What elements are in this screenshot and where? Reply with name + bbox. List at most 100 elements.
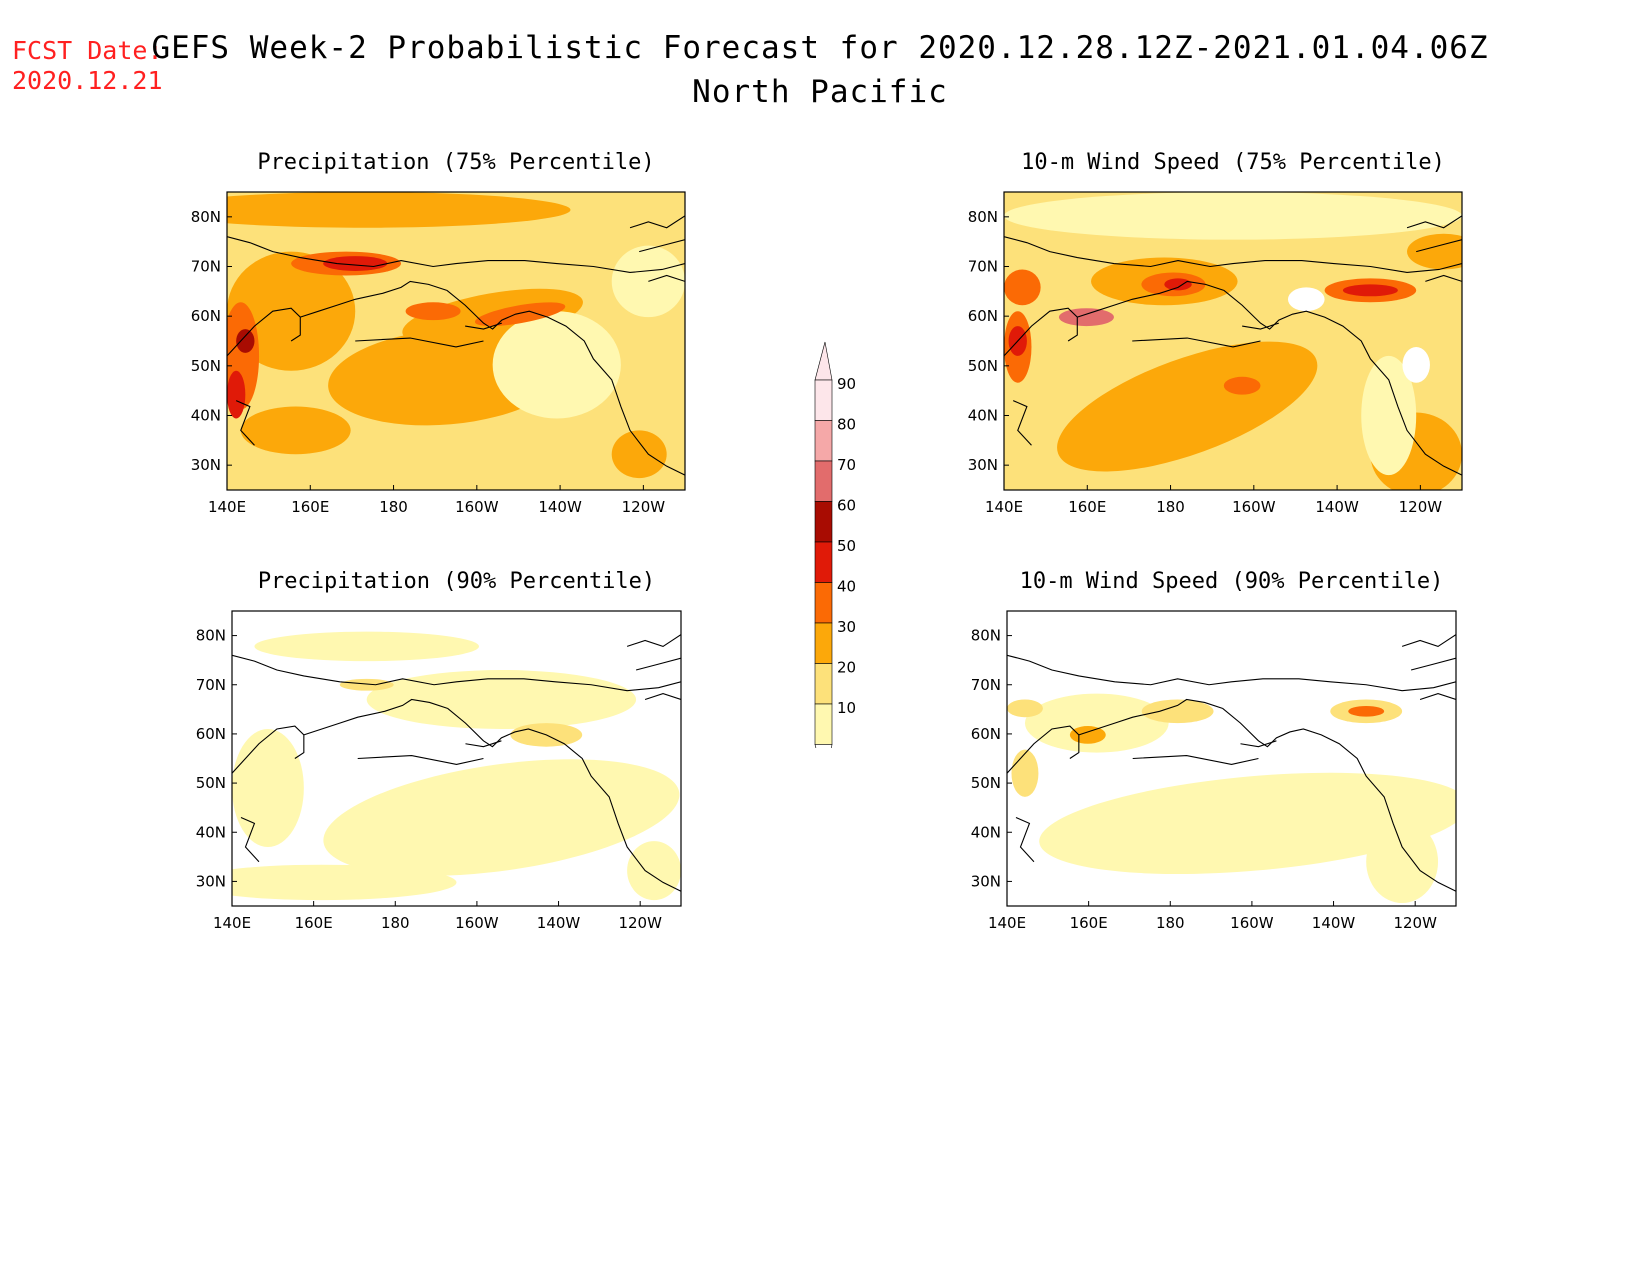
- panel-wind-75: 10-m Wind Speed (75% Percentile) 140E 160…: [968, 150, 1463, 516]
- contour-region: [1287, 287, 1325, 312]
- map-frame: [226, 191, 686, 491]
- coastline: [1419, 693, 1456, 701]
- colorbar-segment: [814, 501, 833, 543]
- contour-region: [405, 302, 461, 321]
- map-frame: [1006, 610, 1457, 907]
- contour-region: [236, 329, 255, 353]
- contour-region: [240, 406, 351, 455]
- lon-tick-label: 140E: [988, 914, 1026, 932]
- colorbar-label: 30: [837, 618, 856, 636]
- colorbar-segment: [814, 420, 833, 462]
- lon-tick-label: 180: [379, 498, 408, 516]
- contour-region: [323, 256, 388, 271]
- contour-region: [1348, 705, 1385, 717]
- lon-tick-label: 160W: [1232, 498, 1276, 516]
- coastline: [626, 634, 681, 648]
- contour-region: [227, 370, 246, 419]
- coastline: [235, 400, 255, 446]
- coastline: [1240, 740, 1277, 748]
- coastline: [357, 754, 484, 765]
- lat-tick-label: 40N: [191, 407, 221, 425]
- lon-tick-label: 140E: [985, 498, 1023, 516]
- coastline: [300, 280, 448, 318]
- coastline: [1007, 654, 1456, 692]
- lon-tick-label: 160W: [1230, 914, 1274, 932]
- lon-tick-label: 160E: [1068, 498, 1106, 516]
- panel-precip-75: Precipitation (75% Percentile) 140E 160E 1…: [191, 150, 686, 516]
- coastline: [1004, 307, 1078, 357]
- contour-region: [1004, 269, 1041, 306]
- colorbar-label: 20: [837, 659, 856, 677]
- contour-region: [611, 430, 667, 479]
- map-frame: [231, 610, 682, 907]
- contour-region: [1058, 308, 1114, 327]
- lon-tick-label: 140E: [208, 498, 246, 516]
- lon-tick-label: 180: [381, 914, 410, 932]
- coastline: [227, 236, 685, 274]
- lat-tick-label: 60N: [971, 725, 1001, 743]
- page-subtitle: North Pacific: [692, 74, 948, 110]
- coastline: [232, 725, 305, 774]
- colorbar-top-tip: [814, 341, 833, 381]
- lat-tick-label: 40N: [971, 823, 1001, 841]
- lon-tick-label: 160E: [291, 498, 329, 516]
- coastline: [1012, 400, 1032, 446]
- lon-tick-label: 160W: [455, 914, 499, 932]
- coastline: [1410, 657, 1456, 671]
- contour-region: [1361, 355, 1417, 476]
- contour-region: [232, 864, 457, 901]
- contour-region: [1223, 376, 1261, 395]
- panel-title: Precipitation (90% Percentile): [257, 569, 656, 594]
- fcst-date-block: FCST Date: 2020.12.21: [12, 36, 163, 96]
- coastline: [232, 654, 681, 692]
- lon-tick-label: 120W: [1399, 498, 1443, 516]
- contour-region: [1039, 772, 1456, 875]
- lat-tick-label: 30N: [971, 872, 1001, 890]
- coastline: [629, 215, 685, 229]
- map-plot: 140E 160E 180 160W 140W 120W 80N 70N 60N 50N 40N 30…: [196, 610, 682, 932]
- colorbar-segment: [814, 663, 833, 705]
- map-frame: [1003, 191, 1463, 491]
- lat-tick-label: 50N: [971, 774, 1001, 792]
- lon-tick-label: 120W: [622, 498, 666, 516]
- lat-tick-label: 70N: [971, 676, 1001, 694]
- lat-tick-label: 30N: [191, 456, 221, 474]
- contour-region: [227, 192, 571, 228]
- coastline: [1242, 322, 1279, 330]
- map-plot: 140E 160E 180 160W 140W 120W 80N 70N 60N 50N 40N 30…: [971, 610, 1457, 932]
- lat-tick-label: 60N: [191, 307, 221, 325]
- colorbar-segment: [814, 460, 833, 502]
- panel-title: Precipitation (75% Percentile): [257, 150, 655, 175]
- contour-region: [227, 251, 356, 371]
- lat-tick-label: 80N: [196, 627, 226, 645]
- coastline: [1416, 239, 1462, 253]
- contour-region: [627, 841, 681, 901]
- lat-tick-label: 80N: [968, 208, 998, 226]
- contour-region: [1057, 341, 1318, 472]
- fcst-date-value: 2020.12.21: [12, 66, 163, 95]
- colorbar-label: 60: [837, 497, 856, 515]
- coastline: [465, 322, 502, 330]
- lon-tick-label: 160W: [455, 498, 499, 516]
- coastline: [240, 816, 260, 863]
- colorbar-label: 40: [837, 578, 856, 596]
- panel-wind-90: 10-m Wind Speed (90% Percentile) 140E 160…: [971, 569, 1457, 932]
- contour-region: [1407, 233, 1462, 270]
- lat-tick-label: 30N: [196, 872, 226, 890]
- contour-region: [1141, 699, 1214, 724]
- coastline: [1007, 725, 1080, 774]
- coastline: [1078, 698, 1223, 736]
- colorbar: 90 80 70 60 50 40 30 20 10: [814, 341, 856, 748]
- lon-tick-label: 180: [1156, 498, 1185, 516]
- lon-tick-label: 140W: [538, 498, 582, 516]
- coastline: [303, 698, 448, 736]
- coastline: [648, 274, 685, 282]
- lon-tick-label: 160E: [295, 914, 333, 932]
- colorbar-label: 10: [837, 699, 856, 717]
- coastline: [1406, 215, 1462, 229]
- contour-region: [1069, 726, 1106, 744]
- panel-title: 10-m Wind Speed (75% Percentile): [1021, 150, 1445, 175]
- contour-region: [1164, 278, 1192, 291]
- lon-tick-label: 120W: [1393, 914, 1437, 932]
- page-title: GEFS Week-2 Probabilistic Forecast for 2…: [151, 30, 1489, 66]
